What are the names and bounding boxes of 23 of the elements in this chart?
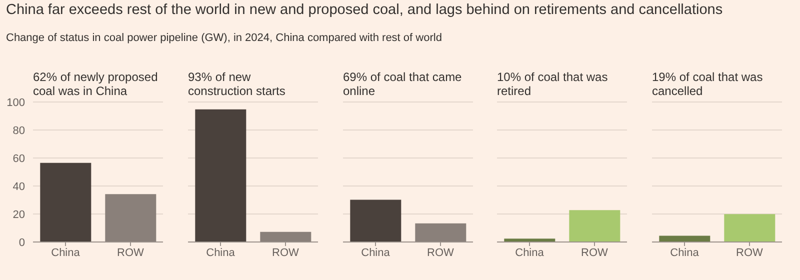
- chart-subtitle: 10% of coal that was retired: [497, 69, 609, 98]
- chart-subtitle: 62% of newly proposed coal was in China: [33, 69, 159, 98]
- x-tick-label: ROW: [581, 246, 609, 259]
- x-tick-label: China: [51, 246, 81, 259]
- x-tick-label: ROW: [272, 246, 300, 259]
- y-tick-label: 20: [12, 208, 25, 221]
- y-tick-label: 40: [12, 180, 25, 193]
- chart-subtitle: 19% of coal that was cancelled: [652, 69, 764, 98]
- y-tick-label: 100: [6, 96, 25, 109]
- x-tick-label: China: [670, 246, 700, 259]
- chart-subtitle: 69% of coal that came online: [343, 69, 463, 98]
- x-tick-label: ROW: [427, 246, 455, 259]
- y-tick-label: 60: [12, 152, 25, 165]
- text: China far exceeds rest of the world in new and proposed coal, and lags behind on retirements and cancellations: [6, 2, 723, 18]
- text: Change of status in coal power pipeline (GW), in 2024, China compared with rest of world: [6, 32, 442, 44]
- x-tick-label: China: [206, 246, 236, 259]
- chart-subtitle: 93% of new construction starts: [188, 69, 286, 98]
- x-tick-label: ROW: [117, 246, 145, 259]
- y-tick-label: 80: [12, 124, 25, 137]
- x-tick-label: China: [361, 246, 391, 259]
- y-tick-label: 0: [18, 236, 25, 249]
- x-tick-label: ROW: [736, 246, 764, 259]
- x-tick-label: China: [515, 246, 545, 259]
